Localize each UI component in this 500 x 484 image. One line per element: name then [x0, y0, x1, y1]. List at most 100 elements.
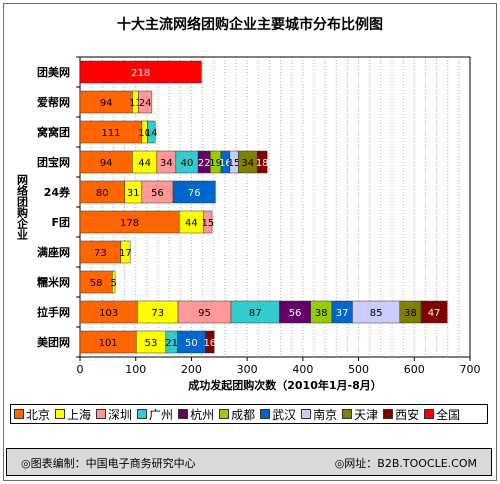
bar-segment [112, 270, 116, 294]
bar-value-label: 56 [289, 308, 302, 319]
x-tick-label: 100 [125, 363, 146, 376]
legend-item: 上海 [55, 406, 91, 423]
legend-label: 成都 [231, 407, 256, 422]
legend-item: 南京 [301, 406, 337, 423]
legend-item: 北京 [14, 406, 50, 423]
x-tick-label: 0 [77, 363, 84, 376]
bar-value-label: 22 [198, 158, 211, 169]
bar-segment [147, 120, 156, 144]
legend-item: 全国 [424, 406, 460, 423]
bar-value-label: 101 [99, 338, 118, 349]
bar-value-label: 19 [209, 158, 222, 169]
bar-value-label: 95 [198, 308, 211, 319]
x-tick-label: 600 [404, 363, 425, 376]
bar-value-label: 5 [111, 278, 117, 289]
bar-segment [138, 90, 153, 114]
chart-title: 十大主流网络团购企业主要城市分布比例图 [117, 17, 383, 33]
legend-swatch [260, 409, 271, 419]
bar-value-label: 40 [181, 158, 194, 169]
bar-segment [205, 330, 215, 354]
bar-value-label: 218 [131, 68, 150, 79]
legend-label: 北京 [26, 407, 51, 422]
legend-swatch [342, 409, 353, 419]
category-label: F团 [51, 216, 70, 229]
bar-value-label: 87 [249, 308, 262, 319]
bar-value-label: 80 [96, 188, 109, 199]
category-label: 团宝网 [37, 155, 70, 169]
bar-value-label: 21 [165, 338, 178, 349]
legend-label: 全国 [436, 407, 461, 422]
bar-value-label: 16 [219, 158, 232, 169]
x-axis-title: 成功发起团购次数（2010年1月-8月） [188, 378, 382, 392]
legend-item: 武汉 [260, 406, 296, 423]
category-label: 美团网 [37, 335, 70, 349]
legend-label: 广州 [149, 407, 174, 422]
legend-swatch [178, 409, 189, 419]
bar-segment [120, 240, 131, 264]
y-axis-title: 网络团购企业 [16, 174, 30, 240]
x-tick-label: 300 [237, 363, 258, 376]
bar-segment [203, 210, 213, 234]
category-label: 24券 [44, 185, 71, 199]
bar-value-label: 15 [201, 218, 214, 229]
legend-swatch [137, 409, 148, 419]
legend-swatch [55, 409, 66, 419]
legend-swatch [96, 409, 107, 419]
bar-value-label: 178 [120, 218, 139, 229]
legend-item: 西安 [383, 406, 419, 423]
bar-value-label: 44 [185, 218, 198, 229]
legend-item: 天津 [342, 406, 378, 423]
legend-item: 杭州 [178, 406, 214, 423]
bar-value-label: 15 [228, 158, 241, 169]
bar-value-label: 10 [138, 128, 151, 139]
bar-value-label: 11 [129, 98, 142, 109]
bar-value-label: 18 [256, 158, 269, 169]
bar-value-label: 73 [151, 308, 164, 319]
legend-label: 天津 [354, 407, 379, 422]
chart-legend: 北京 上海 深圳 广州 杭州 成都 武汉 南京 天津 西安 全国 [10, 404, 488, 424]
bar-value-label: 14 [145, 128, 158, 139]
bar-value-label: 37 [336, 308, 349, 319]
legend-label: 西安 [395, 407, 420, 422]
bar-segment [79, 60, 202, 84]
legend-item: 深圳 [96, 406, 132, 423]
bar-value-label: 38 [404, 308, 417, 319]
category-label: 窝窝团 [37, 125, 70, 139]
bar-value-label: 94 [100, 98, 113, 109]
bar-value-label: 16 [203, 338, 216, 349]
legend-swatch [301, 409, 312, 419]
bar-value-label: 50 [185, 338, 198, 349]
bar-segment [256, 150, 268, 174]
legend-swatch [424, 409, 435, 419]
bar-value-label: 31 [127, 188, 140, 199]
bar-value-label: 56 [151, 188, 164, 199]
bar-value-label: 85 [370, 308, 383, 319]
category-label: 满座网 [37, 245, 70, 259]
category-label: 糯米网 [37, 275, 70, 289]
bar-value-label: 94 [100, 158, 113, 169]
legend-label: 杭州 [190, 407, 215, 422]
legend-swatch [219, 409, 230, 419]
footer: ◎图表编制：中国电子商务研究中心 ◎网址：B2B.TOOCLE.COM [6, 448, 492, 476]
bar-segment [172, 180, 216, 204]
bar-value-label: 24 [139, 98, 152, 109]
x-tick-label: 500 [348, 363, 369, 376]
bar-value-label: 73 [94, 248, 107, 259]
bar-value-label: 53 [145, 338, 158, 349]
legend-swatch [383, 409, 394, 419]
bar-value-label: 17 [119, 248, 132, 259]
x-tick-label: 200 [181, 363, 202, 376]
category-label: 团美网 [37, 65, 70, 79]
bar-value-label: 103 [99, 308, 118, 319]
bar-value-label: 44 [138, 158, 151, 169]
x-tick-label: 400 [292, 363, 313, 376]
bar-value-label: 76 [188, 188, 201, 199]
bar-value-label: 58 [90, 278, 103, 289]
bar-value-label: 47 [428, 308, 441, 319]
footer-source: ◎图表编制：中国电子商务研究中心 [21, 457, 196, 470]
bar-value-label: 34 [241, 158, 254, 169]
footer-url: ◎网址：B2B.TOOCLE.COM [334, 457, 477, 470]
legend-label: 上海 [67, 407, 92, 422]
bar-segment [420, 300, 448, 324]
